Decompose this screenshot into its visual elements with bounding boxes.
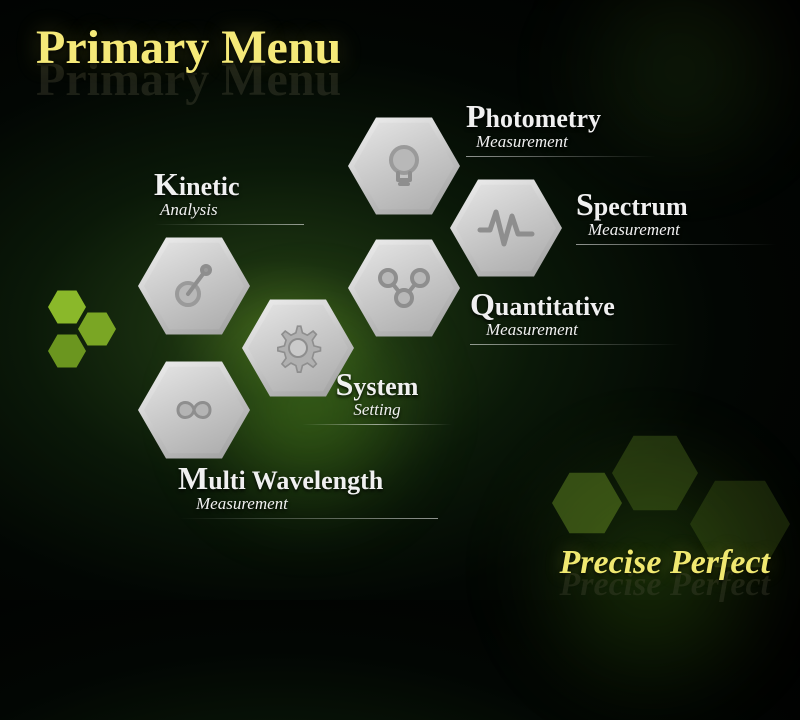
decorative-hex (48, 288, 86, 326)
nodes-icon (374, 260, 434, 316)
label-primary: Quantitative (470, 288, 680, 322)
quantitative-button[interactable] (348, 232, 460, 344)
multiwavelength-label: Multi Wavelength Measurement (178, 462, 438, 519)
slogan: Precise Perfect (560, 544, 771, 582)
decorative-hex (48, 332, 86, 370)
infinity-icon (162, 390, 226, 430)
kinetic-button[interactable] (138, 230, 250, 342)
label-primary: Photometry (466, 100, 656, 134)
label-rule (178, 518, 438, 519)
label-primary: Spectrum (576, 188, 776, 222)
waveform-icon (476, 200, 536, 256)
decorative-hex (78, 310, 116, 348)
label-secondary: Measurement (466, 132, 656, 152)
label-primary: System (302, 368, 452, 402)
label-primary: Kinetic (154, 168, 304, 202)
photometry-label: Photometry Measurement (466, 100, 656, 157)
label-rule (154, 224, 304, 225)
bulb-icon (376, 138, 432, 194)
spectrum-label: Spectrum Measurement (576, 188, 776, 245)
label-secondary: Measurement (576, 220, 776, 240)
decorative-hex (552, 468, 622, 538)
label-secondary: Analysis (154, 200, 304, 220)
multiwavelength-button[interactable] (138, 354, 250, 466)
label-secondary: Setting (302, 400, 452, 420)
page-title: Primary Menu (36, 20, 341, 75)
label-rule (302, 424, 452, 425)
pendulum-icon (166, 258, 222, 314)
spectrum-button[interactable] (450, 172, 562, 284)
label-secondary: Measurement (178, 494, 438, 514)
label-secondary: Measurement (470, 320, 680, 340)
decorative-hex (612, 430, 698, 516)
label-rule (576, 244, 776, 245)
kinetic-label: Kinetic Analysis (154, 168, 304, 225)
quantitative-label: Quantitative Measurement (470, 288, 680, 345)
system-label: System Setting (302, 368, 452, 425)
photometry-button[interactable] (348, 110, 460, 222)
label-rule (470, 344, 680, 345)
label-rule (466, 156, 656, 157)
label-primary: Multi Wavelength (178, 462, 438, 496)
